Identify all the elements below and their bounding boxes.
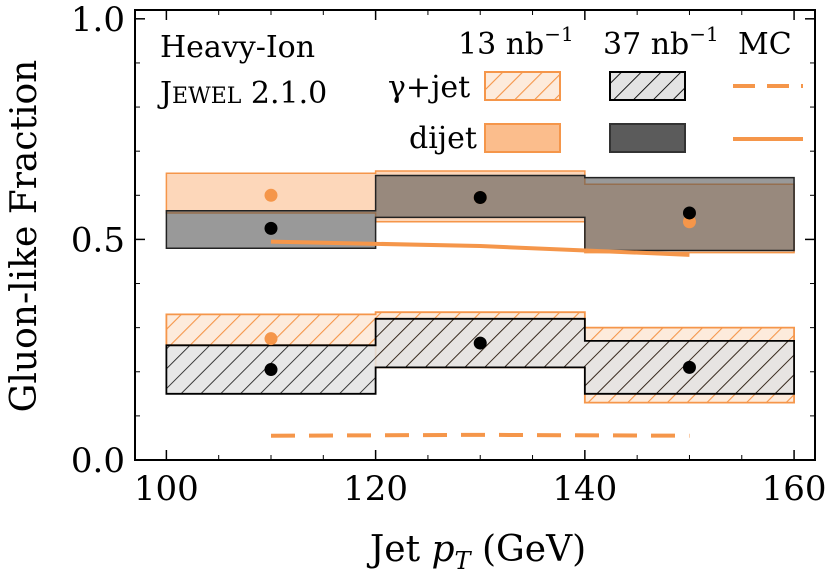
annotation-heavy-ion: Heavy-Ion xyxy=(160,30,315,65)
legend: 13 nb−1 37 nb−1 MC γ+jet dijet xyxy=(388,22,803,156)
data-point xyxy=(473,191,487,204)
y-tick-label: 0.5 xyxy=(71,220,125,260)
y-axis-label: Gluon-like Fraction xyxy=(4,60,45,413)
data-point xyxy=(473,336,487,350)
data-point xyxy=(264,332,278,346)
mc-line-solid xyxy=(270,239,690,257)
legend-swatch-gammajet-37nb xyxy=(609,71,686,101)
band-hatched-dark xyxy=(165,317,795,395)
legend-swatch-dijet-13nb xyxy=(484,123,561,153)
legend-swatch-gammajet-13nb xyxy=(484,71,561,101)
uncertainty-bands xyxy=(165,170,795,404)
annotation-jewel: JEWEL 2.1.0 xyxy=(157,76,327,111)
legend-row-gammajet: γ+jet xyxy=(388,70,470,105)
band-filled-dark xyxy=(165,174,795,252)
legend-col-37nb: 37 nb−1 xyxy=(603,22,719,62)
plot-frame xyxy=(134,9,816,461)
x-tick-label: 140 xyxy=(552,469,617,509)
mc-lines xyxy=(270,239,690,438)
legend-col-mc: MC xyxy=(738,27,792,62)
data-points xyxy=(264,188,696,377)
plot-area xyxy=(165,170,795,438)
data-point xyxy=(264,363,278,377)
x-axis-label: Jet pT (GeV) xyxy=(366,529,586,575)
y-tick-label: 1.0 xyxy=(71,0,125,40)
x-tick-label: 160 xyxy=(762,469,827,509)
y-tick-label: 0.0 xyxy=(71,441,125,481)
data-point xyxy=(682,360,696,374)
legend-swatch-dijet-37nb xyxy=(609,123,686,153)
data-point xyxy=(264,188,278,202)
legend-row-dijet: dijet xyxy=(409,121,477,156)
legend-col-13nb: 13 nb−1 xyxy=(458,22,574,62)
axis-ticks: 100 120 140 160 0.0 0.5 1.0 xyxy=(71,0,827,509)
x-tick-label: 120 xyxy=(343,469,408,509)
x-tick-label: 100 xyxy=(134,469,199,509)
data-point xyxy=(264,221,278,235)
data-point xyxy=(682,206,696,220)
mc-line-dashed xyxy=(270,432,690,438)
